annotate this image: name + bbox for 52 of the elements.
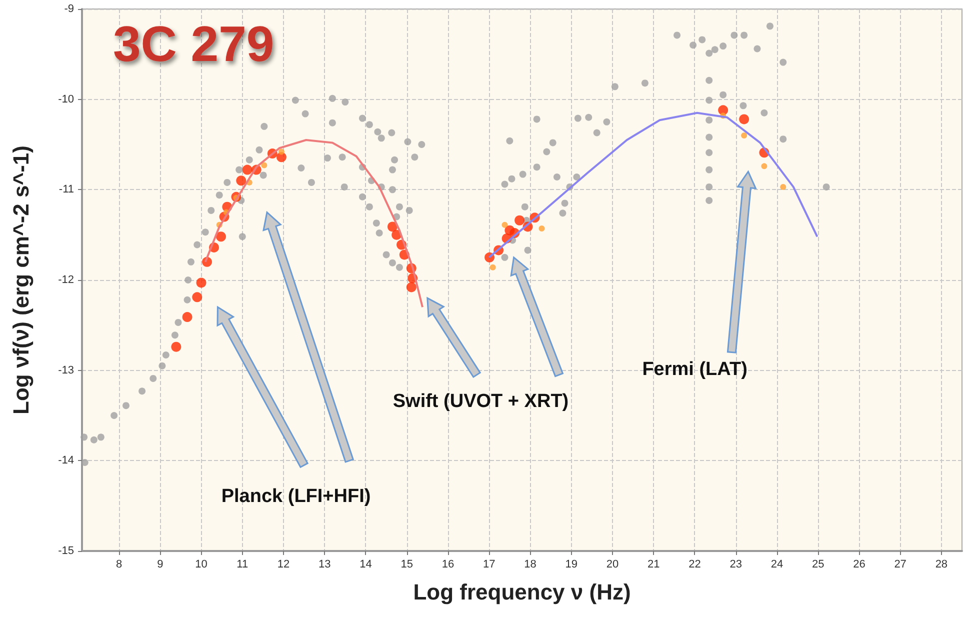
x-tick-label: 8 <box>116 558 122 570</box>
point <box>196 278 206 288</box>
point <box>490 264 496 270</box>
point <box>171 342 182 352</box>
point <box>192 292 202 302</box>
x-tick-label: 17 <box>482 558 496 570</box>
point <box>406 282 416 292</box>
x-tick-label: 24 <box>770 558 784 570</box>
y-tick-label: -15 <box>58 545 74 557</box>
point <box>261 162 268 168</box>
chart-title: 3C 279 <box>113 16 274 72</box>
point <box>216 232 226 242</box>
y-axis-title: Log νf(ν) (erg cm^-2 s^-1) <box>8 146 34 414</box>
x-tick-label: 26 <box>853 558 866 570</box>
annotation: Swift (UVOT + XRT) <box>392 390 569 413</box>
x-tick-label: 15 <box>400 558 413 570</box>
point <box>236 176 246 186</box>
point <box>514 215 525 226</box>
x-tick-label: 28 <box>935 558 948 570</box>
x-tick-label: 16 <box>442 558 454 570</box>
x-tick-label: 23 <box>730 558 742 570</box>
point <box>278 148 284 155</box>
point <box>502 222 508 228</box>
y-tick-label: -10 <box>58 93 74 106</box>
x-tick-label: 25 <box>812 558 824 570</box>
y-tick-label: -12 <box>58 274 74 286</box>
x-tick-label: 19 <box>565 558 578 570</box>
x-tick-label: 20 <box>606 558 619 570</box>
point <box>780 184 786 190</box>
x-axis-title: Log frequency ν (Hz) <box>413 580 631 604</box>
x-tick-label: 9 <box>157 558 164 570</box>
y-tick-label: -9 <box>64 3 74 15</box>
y-tick-label: -14 <box>58 454 74 467</box>
x-tick-label: 21 <box>647 558 660 570</box>
x-tick-label: 10 <box>195 558 208 570</box>
point <box>739 114 750 124</box>
point <box>182 312 192 322</box>
x-tick-label: 11 <box>236 558 248 570</box>
point <box>761 163 768 170</box>
point <box>538 226 545 232</box>
x-tick-label: 22 <box>688 558 701 570</box>
point <box>741 132 748 138</box>
x-tick-label: 12 <box>277 558 290 570</box>
annotation: Planck (LFI+HFI) <box>221 486 371 508</box>
point <box>242 164 252 175</box>
x-tick-label: 18 <box>524 558 536 570</box>
annotation: Fermi (LAT) <box>642 359 748 382</box>
y-tick-label: -13 <box>58 364 74 376</box>
x-tick-label: 14 <box>360 558 372 570</box>
x-tick-label: 27 <box>894 558 906 570</box>
y-tick-label: -11 <box>58 184 74 196</box>
x-tick-label: 13 <box>318 558 331 570</box>
